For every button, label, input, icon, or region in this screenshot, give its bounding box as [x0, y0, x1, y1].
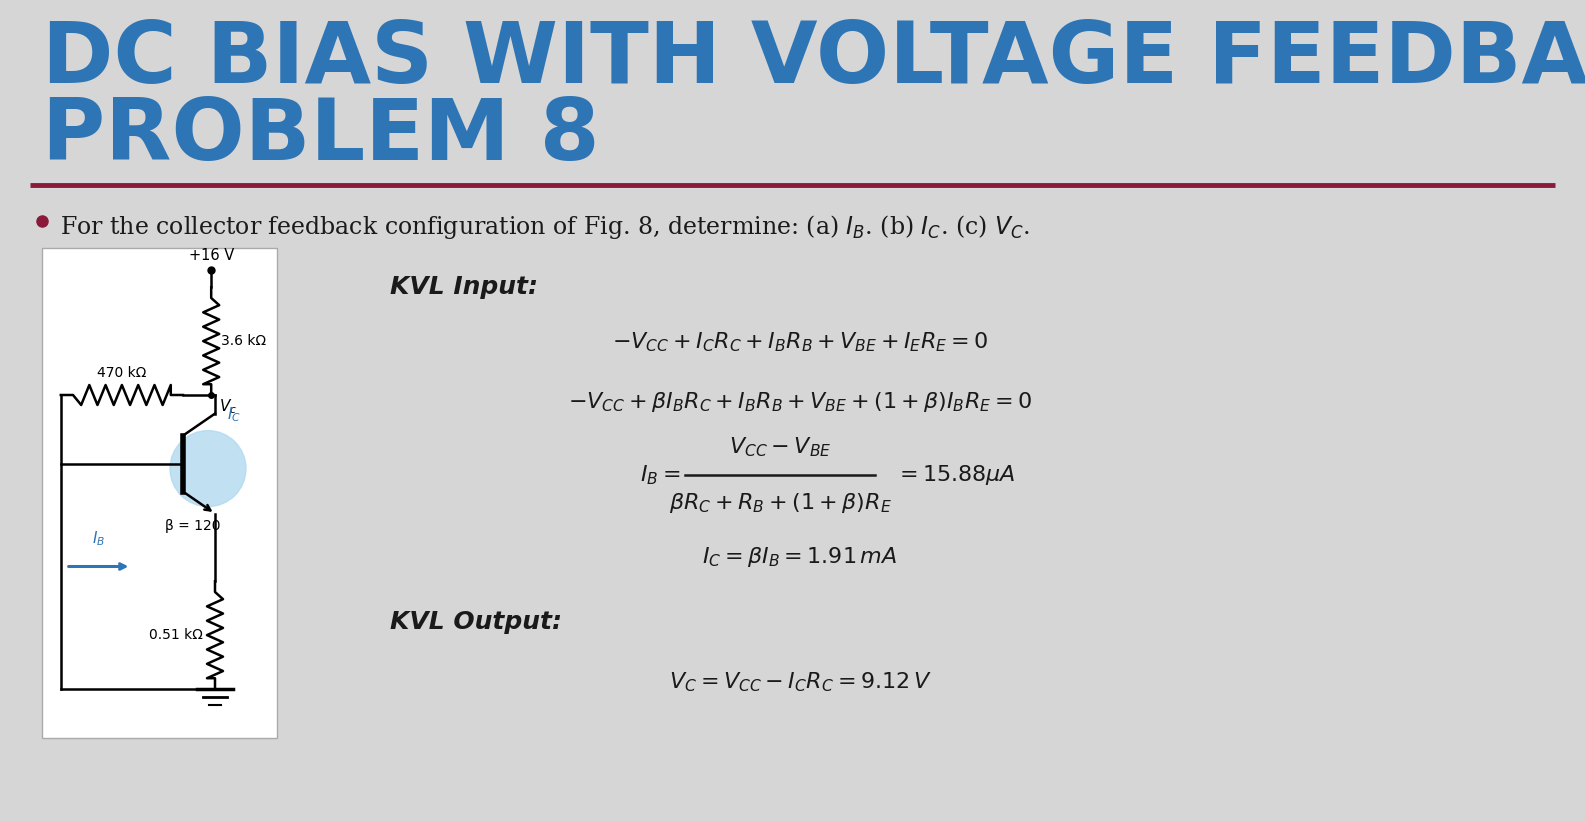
Text: $I_C = \beta I_B = 1.91\,mA$: $I_C = \beta I_B = 1.91\,mA$ — [702, 545, 897, 569]
Text: $I_B =$: $I_B =$ — [640, 463, 680, 487]
Text: $= 15.88\mu A$: $= 15.88\mu A$ — [896, 463, 1016, 487]
Text: $-V_{CC} + I_C R_C + I_B R_B + V_{BE} + I_E R_E = 0$: $-V_{CC} + I_C R_C + I_B R_B + V_{BE} + … — [612, 330, 987, 354]
Text: $\beta R_C + R_B + (1 + \beta)R_E$: $\beta R_C + R_B + (1 + \beta)R_E$ — [669, 491, 891, 515]
Text: $V_{CC} - V_{BE}$: $V_{CC} - V_{BE}$ — [729, 435, 831, 459]
Text: For the collector feedback configuration of Fig. 8, determine: (a) $I_B$. (b) $I: For the collector feedback configuration… — [60, 213, 1030, 241]
Circle shape — [170, 430, 246, 507]
Text: 470 kΩ: 470 kΩ — [97, 366, 146, 380]
Text: DC BIAS WITH VOLTAGE FEEDBACK: DC BIAS WITH VOLTAGE FEEDBACK — [41, 18, 1585, 101]
Text: KVL Input:: KVL Input: — [390, 275, 537, 299]
Text: $V_c$: $V_c$ — [219, 397, 238, 415]
Text: $V_C = V_{CC} - I_C R_C = 9.12\, V$: $V_C = V_{CC} - I_C R_C = 9.12\, V$ — [669, 670, 932, 694]
Text: KVL Output:: KVL Output: — [390, 610, 563, 634]
Text: $-V_{CC} + \beta I_B R_C + I_B R_B + V_{BE} + (1 + \beta)I_B R_E = 0$: $-V_{CC} + \beta I_B R_C + I_B R_B + V_{… — [567, 390, 1032, 414]
Text: $I_B$: $I_B$ — [92, 530, 105, 548]
Text: 3.6 kΩ: 3.6 kΩ — [222, 334, 266, 348]
Text: +16 V: +16 V — [189, 248, 235, 263]
Text: β = 120: β = 120 — [165, 519, 220, 533]
Text: PROBLEM 8: PROBLEM 8 — [41, 95, 599, 178]
Bar — [41, 248, 277, 738]
Text: $I_C$: $I_C$ — [227, 405, 241, 424]
Text: 0.51 kΩ: 0.51 kΩ — [149, 628, 203, 642]
